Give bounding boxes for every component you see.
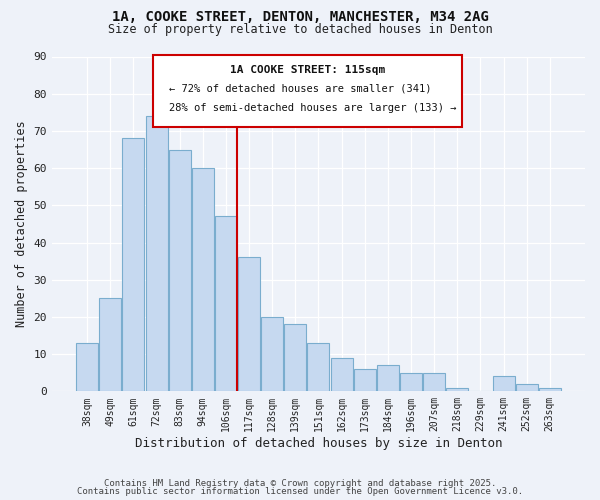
Bar: [354, 369, 376, 392]
Bar: [99, 298, 121, 392]
Text: Size of property relative to detached houses in Denton: Size of property relative to detached ho…: [107, 22, 493, 36]
Bar: [423, 372, 445, 392]
Text: 28% of semi-detached houses are larger (133) →: 28% of semi-detached houses are larger (…: [169, 104, 457, 114]
Bar: [539, 388, 561, 392]
Bar: [122, 138, 145, 392]
X-axis label: Distribution of detached houses by size in Denton: Distribution of detached houses by size …: [135, 437, 502, 450]
Bar: [493, 376, 515, 392]
Bar: [76, 343, 98, 392]
Bar: [169, 150, 191, 392]
Bar: [284, 324, 307, 392]
Text: 1A COOKE STREET: 115sqm: 1A COOKE STREET: 115sqm: [230, 65, 385, 75]
Bar: [238, 258, 260, 392]
Bar: [515, 384, 538, 392]
Bar: [261, 317, 283, 392]
Bar: [192, 168, 214, 392]
Bar: [446, 388, 468, 392]
Bar: [331, 358, 353, 392]
Bar: [146, 116, 167, 392]
Text: Contains HM Land Registry data © Crown copyright and database right 2025.: Contains HM Land Registry data © Crown c…: [104, 478, 496, 488]
Text: 1A, COOKE STREET, DENTON, MANCHESTER, M34 2AG: 1A, COOKE STREET, DENTON, MANCHESTER, M3…: [112, 10, 488, 24]
Y-axis label: Number of detached properties: Number of detached properties: [15, 120, 28, 327]
Bar: [215, 216, 237, 392]
Bar: [307, 343, 329, 392]
FancyBboxPatch shape: [153, 55, 463, 127]
Text: ← 72% of detached houses are smaller (341): ← 72% of detached houses are smaller (34…: [169, 84, 431, 94]
Text: Contains public sector information licensed under the Open Government Licence v3: Contains public sector information licen…: [77, 487, 523, 496]
Bar: [400, 372, 422, 392]
Bar: [377, 366, 399, 392]
